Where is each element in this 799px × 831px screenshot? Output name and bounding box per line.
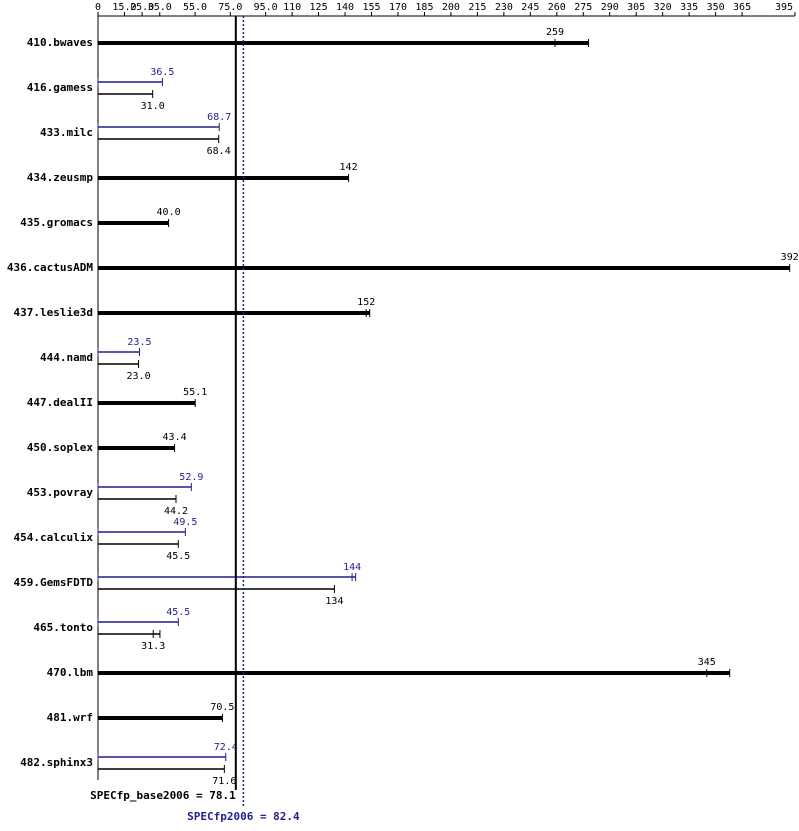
x-tick-label: 275 (574, 2, 592, 13)
x-tick-label: 215 (468, 2, 486, 13)
x-tick-label: 320 (654, 2, 672, 13)
value-label: 55.1 (183, 387, 207, 398)
value-label: 144 (343, 562, 361, 573)
benchmark-name: 410.bwaves (27, 36, 93, 49)
value-label: 392 (781, 252, 799, 263)
benchmark-name: 434.zeusmp (27, 171, 94, 184)
value-label: 23.0 (127, 371, 151, 382)
reference-label: SPECfp2006 = 82.4 (187, 810, 300, 823)
x-tick-label: 155 (362, 2, 380, 13)
x-tick-label: 305 (627, 2, 645, 13)
value-label: 49.5 (173, 517, 197, 528)
benchmark-name: 447.dealII (27, 396, 93, 409)
benchmark-name: 459.GemsFDTD (14, 576, 94, 589)
value-label: 152 (357, 297, 375, 308)
value-label: 36.5 (150, 67, 174, 78)
benchmark-name: 433.milc (40, 126, 93, 139)
x-tick-label: 350 (707, 2, 725, 13)
value-label: 345 (698, 657, 716, 668)
x-tick-label: 260 (548, 2, 566, 13)
x-tick-label: 290 (601, 2, 619, 13)
value-label: 71.6 (212, 776, 236, 787)
value-label: 31.3 (141, 641, 165, 652)
value-label: 70.5 (210, 702, 234, 713)
benchmark-name: 450.soplex (27, 441, 94, 454)
reference-label: SPECfp_base2006 = 78.1 (90, 789, 236, 802)
benchmark-name: 435.gromacs (20, 216, 93, 229)
value-label: 31.0 (141, 101, 165, 112)
benchmark-name: 465.tonto (33, 621, 93, 634)
x-tick-label: 230 (495, 2, 513, 13)
value-label: 134 (325, 596, 343, 607)
x-tick-label: 15.0 (112, 2, 136, 13)
benchmark-name: 416.gamess (27, 81, 93, 94)
value-label: 45.5 (166, 607, 190, 618)
value-label: 23.5 (127, 337, 151, 348)
x-tick-label: 25.0 (130, 2, 154, 13)
x-tick-label: 110 (283, 2, 301, 13)
benchmark-name: 453.povray (27, 486, 94, 499)
x-tick-label: 245 (521, 2, 539, 13)
x-tick-label: 35.0 (148, 2, 172, 13)
benchmark-name: 436.cactusADM (7, 261, 93, 274)
benchmark-name: 482.sphinx3 (20, 756, 93, 769)
x-tick-label: 200 (442, 2, 460, 13)
x-tick-label: 365 (733, 2, 751, 13)
x-tick-label: 125 (310, 2, 328, 13)
x-tick-label: 395 (775, 2, 793, 13)
value-label: 40.0 (157, 207, 181, 218)
value-label: 68.7 (207, 112, 231, 123)
benchmark-name: 454.calculix (14, 531, 94, 544)
value-label: 45.5 (166, 551, 190, 562)
x-tick-label: 95.0 (254, 2, 278, 13)
x-tick-label: 55.0 (183, 2, 207, 13)
x-tick-label: 170 (389, 2, 407, 13)
x-tick-label: 140 (336, 2, 354, 13)
value-label: 68.4 (207, 146, 231, 157)
value-label: 259 (546, 27, 564, 38)
value-label: 72.4 (214, 742, 238, 753)
x-tick-label: 0 (95, 2, 101, 13)
benchmark-name: 470.lbm (47, 666, 94, 679)
benchmark-name: 481.wrf (47, 711, 93, 724)
value-label: 142 (340, 162, 358, 173)
x-tick-label: 185 (415, 2, 433, 13)
x-tick-label: 335 (680, 2, 698, 13)
x-tick-label: 75.0 (218, 2, 242, 13)
value-label: 43.4 (163, 432, 187, 443)
benchmark-name: 437.leslie3d (14, 306, 93, 319)
value-label: 52.9 (179, 472, 203, 483)
value-label: 44.2 (164, 506, 188, 517)
benchmark-name: 444.namd (40, 351, 93, 364)
